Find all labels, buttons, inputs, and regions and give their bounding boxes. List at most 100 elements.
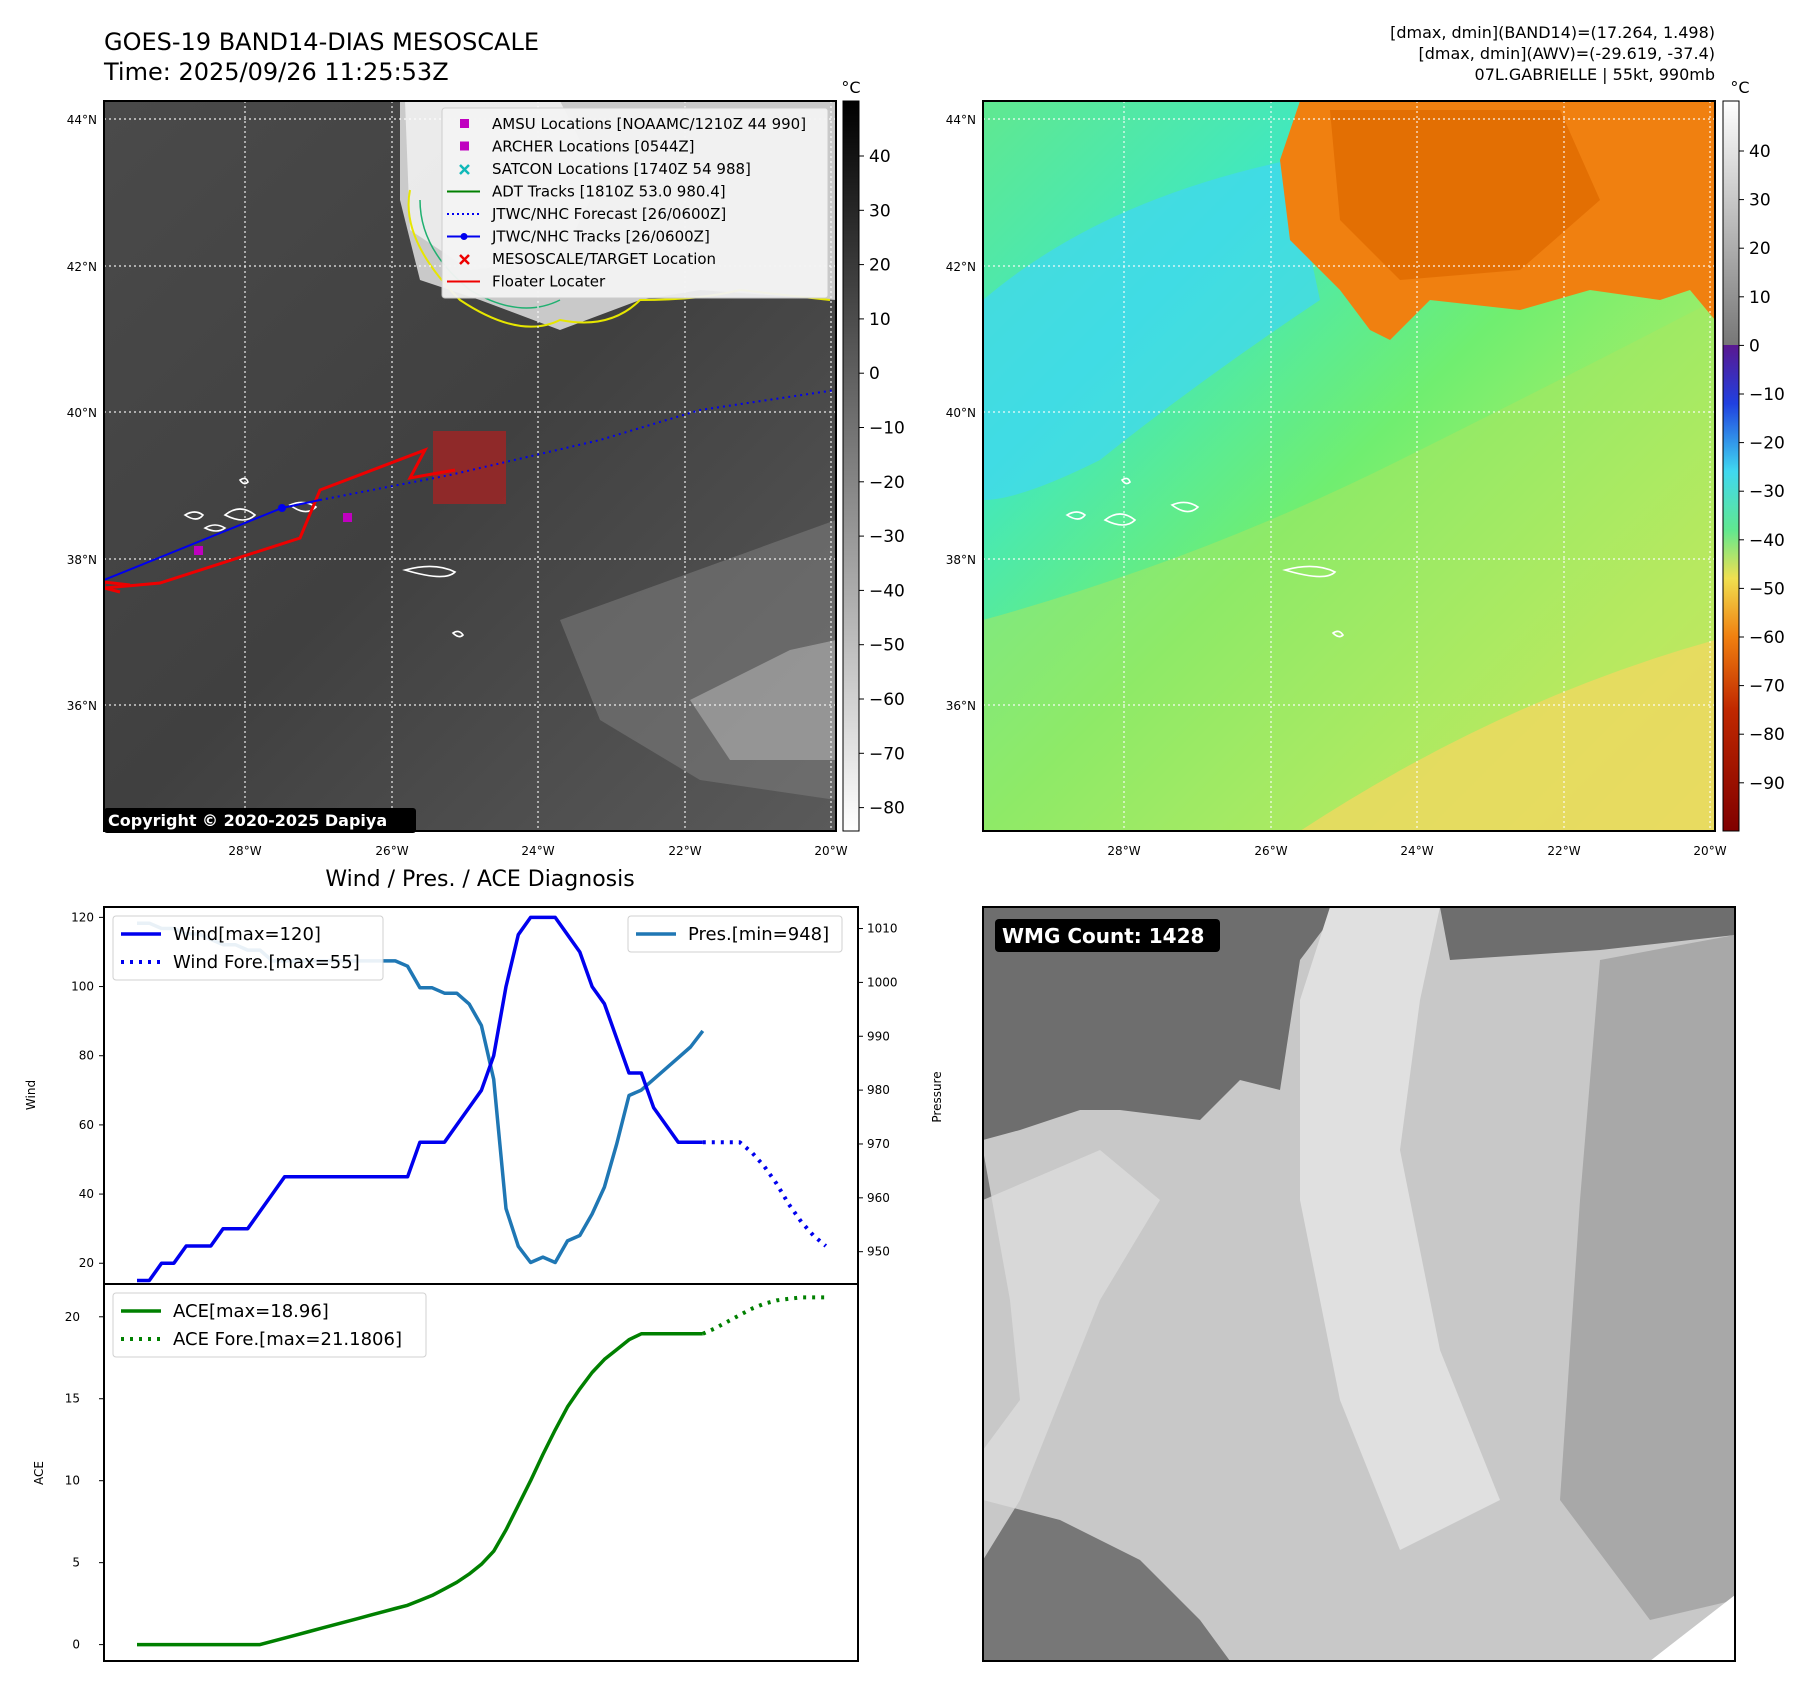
colorbar-tick-label: −40 [869, 581, 905, 601]
wind-tick-label: 80 [79, 1049, 94, 1063]
ir-cloud-bright [690, 640, 836, 760]
legend-item: SATCON Locations [1740Z 54 988] [459, 160, 751, 178]
legend-label: JTWC/NHC Forecast [26/0600Z] [491, 205, 726, 223]
info-line1: [dmax, dmin](BAND14)=(17.264, 1.498) [1390, 23, 1715, 42]
colorbar-tick-label: 0 [1749, 336, 1760, 356]
ir-cloud-contour [407, 189, 831, 328]
awv-dry-band [983, 300, 1715, 831]
wmg-right-gray [1560, 935, 1735, 1620]
colorbar-tick-label: −50 [1749, 579, 1785, 599]
pressure-tick-label: 970 [867, 1137, 890, 1151]
ace-tick-label: 0 [72, 1638, 80, 1652]
ace-tick-label: 20 [65, 1310, 80, 1324]
legend-x-marker [459, 164, 470, 175]
chart-legend-label: Wind Fore.[max=55] [173, 952, 360, 973]
lat-label: 44°N [67, 113, 97, 127]
legend-dot [460, 233, 468, 240]
floater-locater [104, 447, 456, 590]
copyright-badge: Copyright © 2020-2025 Dapiya [104, 808, 416, 833]
lat-label: 38°N [67, 553, 97, 567]
map-legend: AMSU Locations [NOAAMC/1210Z 44 990] ARCH… [441, 107, 829, 299]
colorbar-tick-label: −40 [1749, 531, 1785, 551]
colorbar-tick-label: −90 [1749, 774, 1785, 794]
colorbar-tick-label: −30 [869, 527, 905, 547]
awv-moist-plume [983, 160, 1320, 500]
nhc-track-dot [278, 504, 286, 512]
ace-tick-label: 15 [65, 1392, 80, 1406]
legend-item: JTWC/NHC Tracks [26/0600Z] [447, 228, 710, 246]
left-colorbar: °C 40 30 20 10 0 −10 −20 −30 −40 −50 −60 −70 −80 [841, 78, 905, 832]
pressure-tick-label: 960 [867, 1191, 890, 1205]
wind-axis-label: Wind [24, 1080, 38, 1110]
wind-pres-axes: Wind Pressure 20 40 60 80 100 120 950 960 970 98… [24, 906, 944, 1285]
legend-label: JTWC/NHC Tracks [26/0600Z] [491, 228, 710, 246]
chart-legend-box [627, 915, 843, 953]
colorbar-tick-label: −70 [1749, 677, 1785, 697]
wmg-panel: WMG Count: 1428 [982, 906, 1736, 1662]
wmg-dark-region [983, 907, 1340, 1140]
ace-axis-label: ACE [32, 1461, 46, 1485]
figure-title-line1: GOES-19 BAND14-DIAS MESOSCALE [104, 28, 539, 56]
lat-label: 40°N [946, 406, 976, 420]
colorbar-tick-label: −80 [869, 799, 905, 819]
lat-label: 38°N [946, 553, 976, 567]
lon-label: 26°W [1254, 844, 1287, 858]
wind-tick-label: 40 [79, 1187, 94, 1201]
chart-legend-label: Wind[max=120] [173, 924, 321, 945]
wind-tick-label: 20 [79, 1256, 94, 1270]
legend-item: ADT Tracks [1810Z 53.0 980.4] [447, 183, 726, 201]
colorbar-tick-label: −70 [869, 744, 905, 764]
pressure-tick-label: 1010 [867, 922, 898, 936]
colorbar-unit: °C [1730, 78, 1749, 97]
colorbar-tick-label: 10 [1749, 288, 1771, 308]
colorbar-tick-label: −50 [869, 636, 905, 656]
island-outlines-right [1065, 477, 1345, 638]
archer-marker [343, 513, 352, 522]
legend-item: JTWC/NHC Forecast [26/0600Z] [447, 205, 726, 223]
wmg-count-text: WMG Count: 1428 [1002, 924, 1204, 948]
colorbar-tick-label: −10 [869, 419, 905, 439]
pressure-tick-label: 1000 [867, 975, 898, 989]
lat-label: 36°N [67, 699, 97, 713]
colorbar-tick-label: 20 [869, 256, 891, 276]
wmg-dark-region-top-right [1440, 907, 1735, 960]
lon-label: 20°W [814, 844, 847, 858]
pressure-tick-label: 980 [867, 1083, 890, 1097]
pressure-axis-label: Pressure [930, 1071, 944, 1122]
legend-item: AMSU Locations [NOAAMC/1210Z 44 990] [460, 115, 806, 133]
lon-label: 22°W [668, 844, 701, 858]
legend-label: Floater Locater [492, 273, 606, 291]
mesoscale-target-box [433, 431, 506, 504]
lon-label: 20°W [1693, 844, 1726, 858]
legend-label: ADT Tracks [1810Z 53.0 980.4] [492, 183, 726, 201]
pressure-tick-label: 950 [867, 1245, 890, 1259]
lat-label: 44°N [946, 113, 976, 127]
colorbar-unit: °C [841, 78, 860, 97]
legend-label: ARCHER Locations [0544Z] [492, 138, 695, 156]
info-line2: [dmax, dmin](AWV)=(-29.619, -37.4) [1418, 44, 1715, 63]
lat-label: 40°N [67, 406, 97, 420]
legend-label: MESOSCALE/TARGET Location [492, 250, 716, 268]
island-outlines [183, 477, 465, 638]
chart-legend-box [112, 1292, 427, 1358]
lon-label: 24°W [521, 844, 554, 858]
lat-label: 42°N [946, 260, 976, 274]
legend-square-marker [460, 119, 469, 128]
colorbar-tick-label: 0 [869, 364, 880, 384]
floater-locater-tail [104, 580, 131, 594]
pressure-tick-label: 990 [867, 1029, 890, 1043]
colorbar-tick-label: −20 [1749, 434, 1785, 454]
colorbar-tick-label: 10 [869, 310, 891, 330]
right-colorbar: °C 40 30 20 10 0 −10 −20 −30 −40 −50 −60 −70 −80 −90 [1722, 78, 1785, 832]
ace-tick-label: 10 [65, 1474, 80, 1488]
colorbar-tick-label: −60 [869, 690, 905, 710]
colorbar-tick-label: −20 [869, 473, 905, 493]
wmg-bright-band [1300, 907, 1500, 1550]
chart-legend-label: ACE[max=18.96] [173, 1301, 329, 1322]
legend-label: SATCON Locations [1740Z 54 988] [492, 160, 751, 178]
wind-tick-label: 60 [79, 1118, 94, 1132]
figure-title-line2: Time: 2025/09/26 11:25:53Z [103, 58, 449, 86]
ace-axes: ACE 0 5 10 15 20 ACE[max=18.96] ACE Fore.[max… [32, 1283, 859, 1662]
ace-forecast-series-line [701, 1295, 826, 1336]
lat-label: 36°N [946, 699, 976, 713]
